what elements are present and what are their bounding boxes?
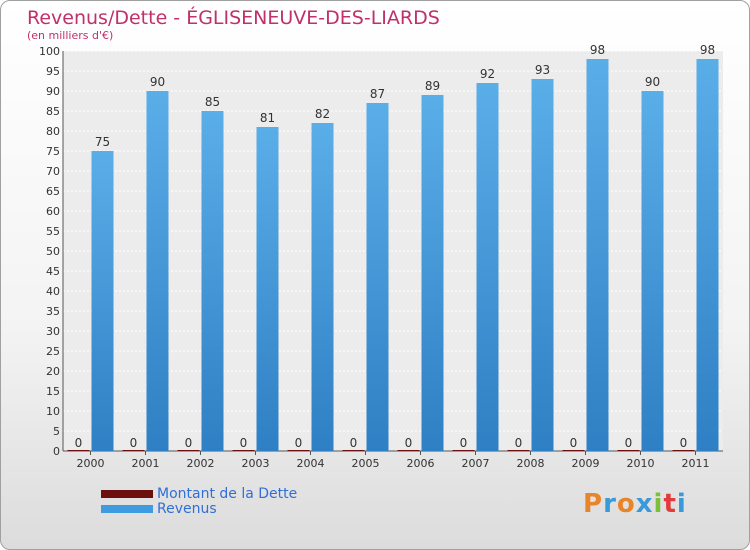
legend-item-dette: Montant de la Dette <box>101 487 297 502</box>
proxiti-logo: Proxiti <box>583 489 687 519</box>
data-label-dette-2000: 0 <box>75 436 83 450</box>
legend: Montant de la Dette Revenus <box>101 487 297 517</box>
x-tick-label-2000: 2000 <box>77 457 105 470</box>
y-tick-label-55: 55 <box>46 225 60 238</box>
data-label-dette-2006: 0 <box>405 436 413 450</box>
bar-dette-2004 <box>287 450 310 451</box>
bar-dette-2002 <box>177 450 200 451</box>
y-tick-label-80: 80 <box>46 125 60 138</box>
bar-revenus-2011 <box>696 59 719 451</box>
data-label-dette-2010: 0 <box>625 436 633 450</box>
data-label-revenus-2011: 98 <box>700 43 715 57</box>
y-tick-label-65: 65 <box>46 185 60 198</box>
bar-dette-2003 <box>232 450 255 451</box>
bar-revenus-2002 <box>201 111 224 451</box>
x-tick-label-2010: 2010 <box>627 457 655 470</box>
legend-item-revenus: Revenus <box>101 502 297 517</box>
bar-dette-2007 <box>452 450 475 451</box>
x-tick-label-2003: 2003 <box>242 457 270 470</box>
x-tick-label-2009: 2009 <box>572 457 600 470</box>
data-label-dette-2008: 0 <box>515 436 523 450</box>
x-tick-label-2004: 2004 <box>297 457 325 470</box>
y-tick-label-85: 85 <box>46 105 60 118</box>
y-tick-label-15: 15 <box>46 385 60 398</box>
data-label-revenus-2005: 87 <box>370 87 385 101</box>
y-tick-label-40: 40 <box>46 285 60 298</box>
data-label-revenus-2008: 93 <box>535 63 550 77</box>
data-label-revenus-2009: 98 <box>590 43 605 57</box>
x-tick-label-2008: 2008 <box>517 457 545 470</box>
y-tick-label-5: 5 <box>53 425 60 438</box>
x-tick-label-2007: 2007 <box>462 457 490 470</box>
y-tick-label-70: 70 <box>46 165 60 178</box>
y-tick-label-0: 0 <box>53 445 60 458</box>
y-tick-label-10: 10 <box>46 405 60 418</box>
y-tick-label-45: 45 <box>46 265 60 278</box>
data-label-dette-2002: 0 <box>185 436 193 450</box>
x-tick-label-2011: 2011 <box>682 457 710 470</box>
legend-swatch-revenus <box>101 505 153 513</box>
y-tick-label-90: 90 <box>46 85 60 98</box>
x-tick-label-2001: 2001 <box>132 457 160 470</box>
bar-revenus-2003 <box>256 127 279 451</box>
y-tick-label-25: 25 <box>46 345 60 358</box>
y-tick-label-95: 95 <box>46 65 60 78</box>
bar-revenus-2008 <box>531 79 554 451</box>
bar-revenus-2001 <box>146 91 169 451</box>
bar-dette-2010 <box>617 450 640 451</box>
bar-dette-2008 <box>507 450 530 451</box>
chart-title: Revenus/Dette - ÉGLISENEUVE-DES-LIARDS <box>27 7 440 29</box>
bar-revenus-2000 <box>91 151 114 451</box>
x-tick-label-2006: 2006 <box>407 457 435 470</box>
bar-dette-2009 <box>562 450 585 451</box>
legend-label-revenus: Revenus <box>157 501 217 517</box>
bar-revenus-2009 <box>586 59 609 451</box>
y-tick-label-35: 35 <box>46 305 60 318</box>
bar-revenus-2010 <box>641 91 664 451</box>
bar-revenus-2005 <box>366 103 389 451</box>
y-tick-label-20: 20 <box>46 365 60 378</box>
data-label-revenus-2006: 89 <box>425 79 440 93</box>
data-label-dette-2003: 0 <box>240 436 248 450</box>
y-tick-label-30: 30 <box>46 325 60 338</box>
bar-dette-2001 <box>122 450 145 451</box>
data-label-revenus-2001: 90 <box>150 75 165 89</box>
data-label-dette-2005: 0 <box>350 436 358 450</box>
data-label-revenus-2003: 81 <box>260 111 275 125</box>
data-label-dette-2011: 0 <box>680 436 688 450</box>
bar-dette-2011 <box>672 450 695 451</box>
bar-dette-2006 <box>397 450 420 451</box>
data-label-revenus-2007: 92 <box>480 67 495 81</box>
x-tick-label-2005: 2005 <box>352 457 380 470</box>
bar-dette-2000 <box>67 450 90 451</box>
data-label-dette-2001: 0 <box>130 436 138 450</box>
data-label-revenus-2000: 75 <box>95 135 110 149</box>
bar-revenus-2006 <box>421 95 444 451</box>
y-tick-label-100: 100 <box>39 45 60 58</box>
legend-label-dette: Montant de la Dette <box>157 486 298 502</box>
data-label-revenus-2004: 82 <box>315 107 330 121</box>
data-label-dette-2007: 0 <box>460 436 468 450</box>
legend-swatch-dette <box>101 490 153 498</box>
y-tick-label-75: 75 <box>46 145 60 158</box>
bar-revenus-2007 <box>476 83 499 451</box>
data-label-dette-2004: 0 <box>295 436 303 450</box>
y-tick-label-50: 50 <box>46 245 60 258</box>
data-label-revenus-2010: 90 <box>645 75 660 89</box>
data-label-dette-2009: 0 <box>570 436 578 450</box>
data-label-revenus-2002: 85 <box>205 95 220 109</box>
x-tick-label-2002: 2002 <box>187 457 215 470</box>
y-tick-label-60: 60 <box>46 205 60 218</box>
bar-revenus-2004 <box>311 123 334 451</box>
bar-dette-2005 <box>342 450 365 451</box>
chart-subtitle: (en milliers d'€) <box>27 29 114 42</box>
